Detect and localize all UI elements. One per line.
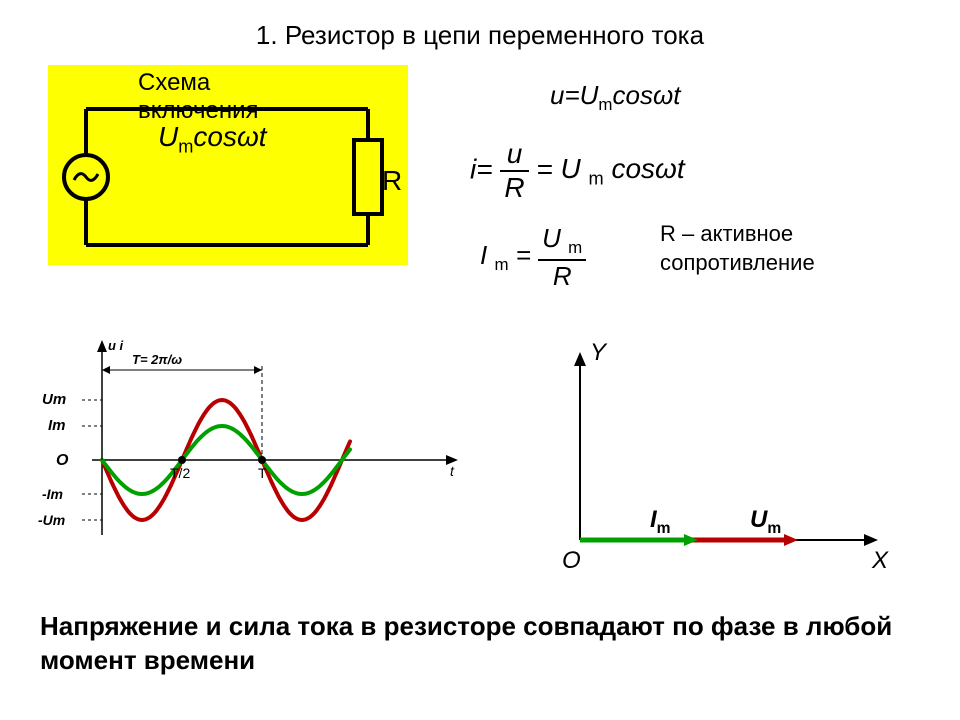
conclusion-text: Напряжение и сила тока в резисторе совпа… bbox=[40, 610, 920, 678]
svg-text:Im: Im bbox=[48, 417, 66, 434]
formula-voltage: u=Umcosωt bbox=[550, 80, 680, 115]
svg-text:-Um: -Um bbox=[38, 512, 65, 528]
r-active-note: R – активное сопротивление bbox=[660, 220, 815, 277]
r-note-line2: сопротивление bbox=[660, 249, 815, 278]
svg-text:Y: Y bbox=[590, 340, 608, 366]
svg-text:t: t bbox=[450, 463, 455, 479]
svg-text:O: O bbox=[562, 547, 581, 574]
formula-im-frac-top: U m bbox=[538, 225, 586, 261]
svg-text:Um: Um bbox=[42, 391, 66, 408]
formula-i-eq: = bbox=[536, 153, 560, 184]
sine-chart: T= 2π/ω u i Um Im O -Im -Um T/2 Tt bbox=[30, 330, 470, 550]
r-note-line1: R – активное bbox=[660, 220, 815, 249]
svg-text:O: O bbox=[56, 452, 69, 469]
formula-i-right: U m cosωt bbox=[561, 153, 685, 184]
formula-current: i= u R = U m cosωt bbox=[470, 140, 685, 202]
formula-im-frac: U m R bbox=[538, 225, 586, 289]
svg-text:T= 2π/ω: T= 2π/ω bbox=[132, 352, 182, 367]
formula-im-left: I m = bbox=[480, 240, 538, 270]
formula-i-frac-bot: R bbox=[500, 172, 528, 202]
formula-i-frac-top: u bbox=[500, 140, 528, 172]
svg-text:T: T bbox=[258, 465, 267, 481]
circuit-diagram: Схема включения Umcosωt R bbox=[48, 65, 408, 265]
formula-i-left: i= bbox=[470, 153, 493, 184]
svg-text:u i: u i bbox=[108, 338, 124, 353]
svg-text:T/2: T/2 bbox=[170, 465, 190, 481]
svg-text:-Im: -Im bbox=[42, 486, 63, 502]
formula-i-frac: u R bbox=[500, 140, 528, 202]
circuit-source-formula: Umcosωt bbox=[158, 121, 267, 158]
phasor-chart: YXOImUm bbox=[520, 340, 900, 580]
page-title: 1. Резистор в цепи переменного тока bbox=[256, 20, 704, 51]
formula-im: I m = U m R bbox=[480, 225, 586, 289]
svg-text:X: X bbox=[871, 547, 889, 574]
circuit-resistor-label: R bbox=[382, 165, 402, 197]
formula-im-frac-bot: R bbox=[538, 261, 586, 289]
